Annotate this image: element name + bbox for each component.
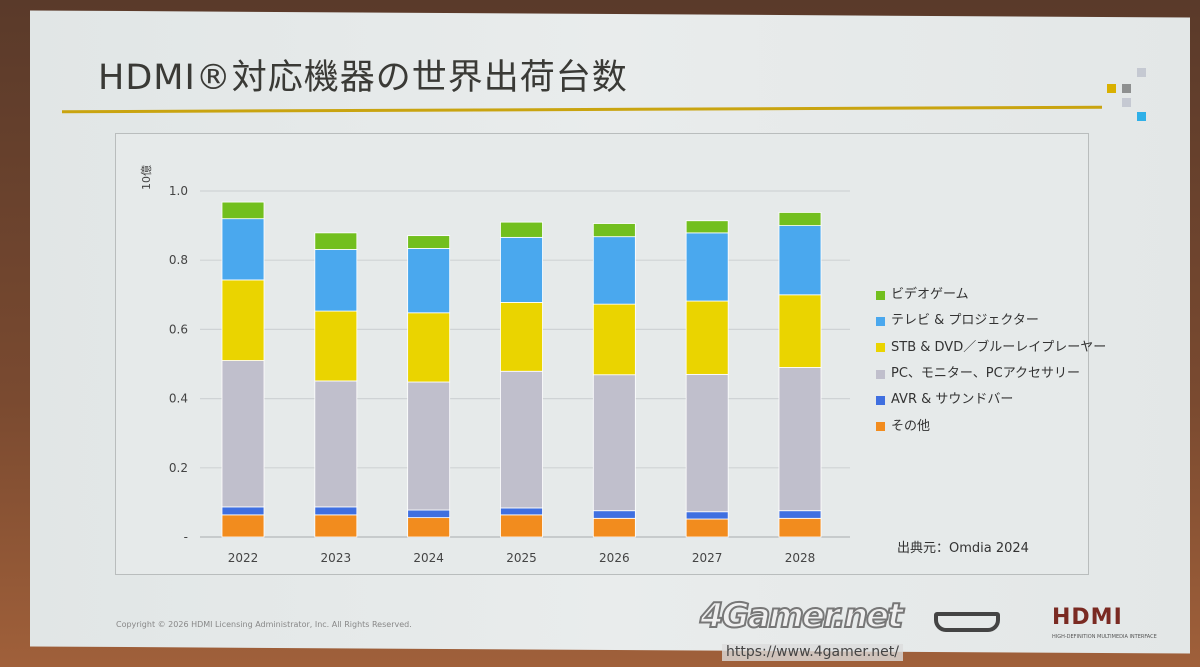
bar-segment-2024-1 xyxy=(407,509,451,519)
legend-label: ビデオゲーム xyxy=(891,287,969,303)
x-tick-label: 2025 xyxy=(506,551,537,565)
bar-segment-2026-1 xyxy=(592,510,636,519)
bar-segment-2026-5 xyxy=(592,223,636,238)
bar-segment-2025-4 xyxy=(500,236,543,303)
bar-segment-2022-4 xyxy=(221,218,265,281)
bar-segment-2028-3 xyxy=(778,294,822,368)
bar-segment-2025-5 xyxy=(500,221,543,238)
bar-segment-2022-3 xyxy=(221,279,265,361)
legend-item: STB & DVD／ブルーレイプレーヤー xyxy=(876,335,1106,361)
bar-segment-2022-5 xyxy=(221,201,265,220)
decor-square xyxy=(1137,112,1146,121)
bar-segment-2025-2 xyxy=(500,370,543,509)
bar-segment-2025-3 xyxy=(500,302,543,372)
hdmi-connector-icon xyxy=(934,612,1000,632)
bar-segment-2025-1 xyxy=(500,507,543,516)
bar-segment-2027-4 xyxy=(685,232,729,302)
bar-segment-2023-2 xyxy=(314,380,358,508)
bar-segment-2024-5 xyxy=(407,235,451,249)
bar-segment-2024-3 xyxy=(407,312,451,383)
legend-label: STB & DVD／ブルーレイプレーヤー xyxy=(891,339,1107,355)
watermark-url: https://www.4gamer.net/ xyxy=(722,644,903,661)
legend-item: その他 xyxy=(876,413,1106,439)
x-tick-label: 2028 xyxy=(785,551,816,565)
legend-item: ビデオゲーム xyxy=(876,282,1106,308)
bar-segment-2023-3 xyxy=(314,310,358,382)
y-tick-label: - xyxy=(184,530,188,544)
x-tick-label: 2024 xyxy=(413,551,444,565)
bar-segment-2022-1 xyxy=(221,506,265,516)
legend-swatch xyxy=(876,422,885,432)
bar-segment-2028-0 xyxy=(778,517,822,538)
chart-legend: ビデオゲームテレビ & プロジェクター STB & DVD／ブルーレイプレーヤー P… xyxy=(876,282,1106,440)
bar-segment-2022-2 xyxy=(221,360,265,508)
copyright: Copyright © 2026 HDMI Licensing Administ… xyxy=(116,620,412,629)
legend-swatch xyxy=(876,316,885,326)
bar-segment-2028-2 xyxy=(778,367,822,512)
legend-swatch xyxy=(876,369,885,379)
hdmi-logo-subtext: HIGH-DEFINITION MULTIMEDIA INTERFACE xyxy=(1052,634,1157,640)
bar-segment-2023-0 xyxy=(314,514,358,538)
bar-segment-2028-5 xyxy=(778,212,822,226)
bar-segment-2026-3 xyxy=(592,303,636,376)
y-tick-label: 0.8 xyxy=(169,253,188,267)
legend-label: AVR & サウンドバー xyxy=(891,392,1014,408)
bar-segment-2023-1 xyxy=(314,506,358,516)
x-tick-label: 2026 xyxy=(599,551,630,565)
bar-segment-2028-4 xyxy=(778,225,822,296)
x-tick-label: 2022 xyxy=(228,551,259,565)
legend-item: AVR & サウンドバー xyxy=(876,387,1106,413)
bar-segment-2024-0 xyxy=(407,517,451,538)
y-tick-label: 0.2 xyxy=(169,461,188,475)
bar-segment-2027-3 xyxy=(685,300,729,375)
y-axis-label: 10億 xyxy=(140,165,153,190)
bar-segment-2026-2 xyxy=(592,374,636,512)
x-tick-label: 2027 xyxy=(692,551,723,565)
source-note: 出典元：Omdia 2024 xyxy=(897,541,1029,556)
decor-square xyxy=(1122,84,1131,93)
bar-segment-2022-0 xyxy=(221,514,265,538)
bar-segment-2027-2 xyxy=(685,373,729,513)
bar-segment-2023-5 xyxy=(314,232,358,250)
bar-segment-2027-1 xyxy=(685,511,729,520)
decor-square xyxy=(1122,98,1131,107)
legend-label: PC、モニター、PCアクセサリー xyxy=(891,366,1081,382)
legend-swatch xyxy=(876,290,885,300)
decor-square xyxy=(1137,68,1146,77)
bar-segment-2024-2 xyxy=(407,381,451,511)
bar-segment-2028-1 xyxy=(778,510,822,519)
hdmi-logo: HDMI xyxy=(1052,605,1123,630)
bar-segment-2026-4 xyxy=(592,236,636,305)
legend-swatch xyxy=(876,395,885,405)
legend-item: テレビ & プロジェクター xyxy=(876,308,1106,334)
bar-segment-2025-0 xyxy=(500,514,543,538)
legend-label: その他 xyxy=(891,418,931,434)
y-tick-label: 1.0 xyxy=(169,184,188,198)
bar-segment-2026-0 xyxy=(592,517,636,538)
x-tick-label: 2023 xyxy=(321,551,352,565)
slide-title: HDMI®対応機器の世界出荷台数 xyxy=(98,58,628,98)
legend-item: PC、モニター、PCアクセサリー xyxy=(876,361,1106,387)
bar-segment-2027-5 xyxy=(685,220,729,234)
watermark-logo: 4Gamer.net xyxy=(699,596,904,636)
y-tick-label: 0.6 xyxy=(169,322,188,336)
decor-square xyxy=(1107,84,1116,93)
legend-swatch xyxy=(876,343,885,353)
bar-segment-2023-4 xyxy=(314,249,358,312)
bar-segment-2027-0 xyxy=(685,518,729,538)
bar-segment-2024-4 xyxy=(407,248,451,314)
legend-label: テレビ & プロジェクター xyxy=(891,313,1039,329)
y-tick-label: 0.4 xyxy=(169,392,188,406)
